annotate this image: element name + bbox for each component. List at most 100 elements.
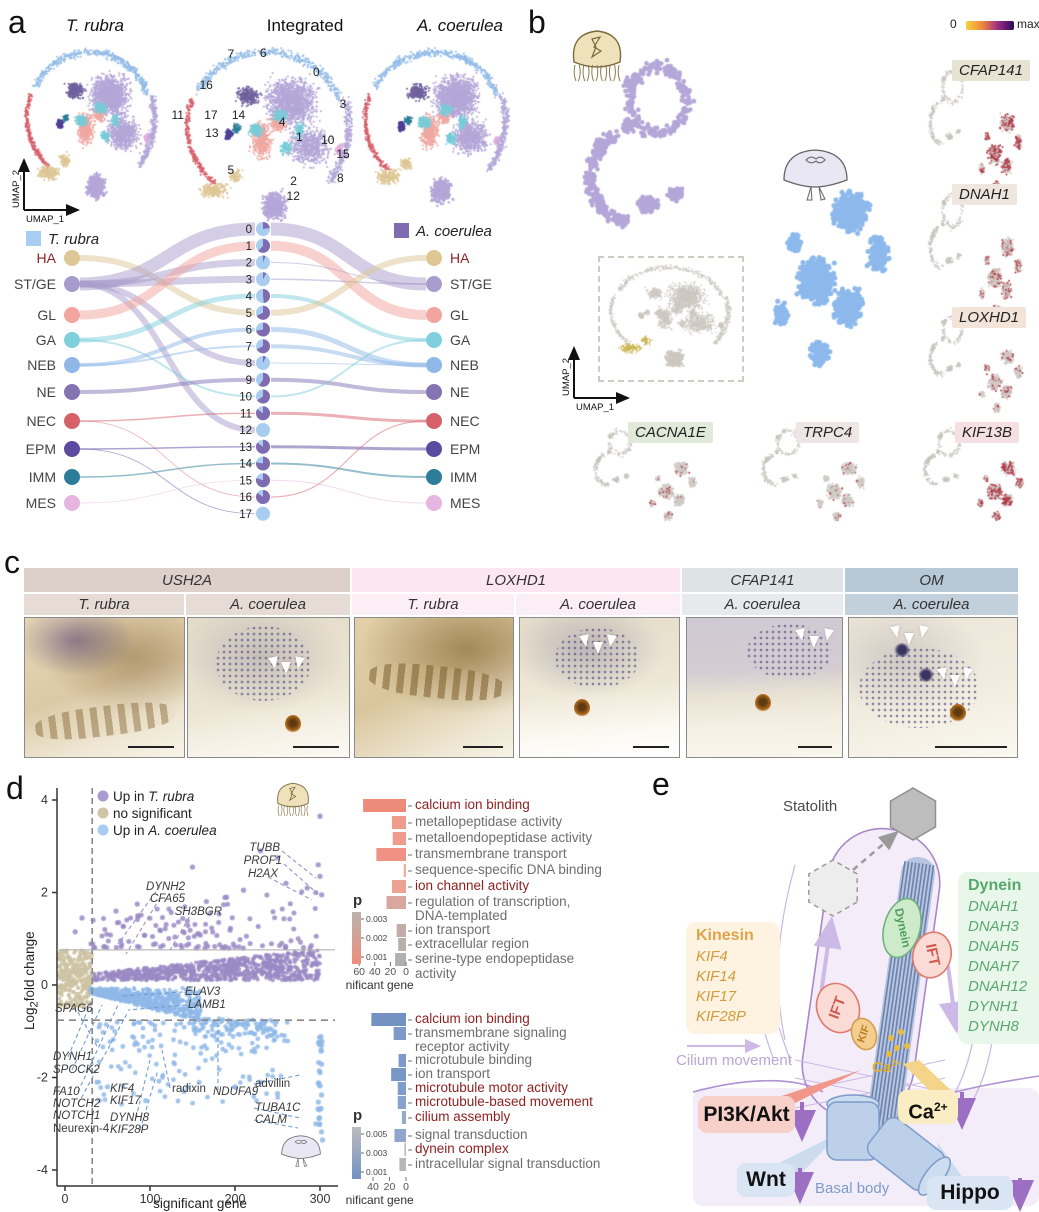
- cluster-number: 8: [336, 170, 344, 185]
- species-subheader: T. rubra: [352, 594, 514, 615]
- cluster-number: 7: [227, 47, 235, 61]
- arrowhead-icon: [267, 656, 280, 670]
- motor-label: IFT: [826, 994, 850, 1021]
- gene-annotation-up: DYNH2: [146, 881, 186, 893]
- cluster-id-label: 14: [239, 459, 252, 471]
- gene-annotation-up: TUBB: [249, 842, 280, 854]
- go-term-label: sequence-specific DNA binding: [415, 862, 602, 877]
- cluster-id-label: 11: [240, 408, 252, 420]
- cluster-id-label: 17: [239, 509, 252, 521]
- cell-type-label-left: GL: [37, 307, 56, 323]
- statolith-label: Statolith: [783, 798, 838, 815]
- stain-blob: [894, 643, 911, 658]
- arrowhead-icon: [281, 662, 292, 675]
- dynein-gene: DYNH1: [968, 998, 1019, 1015]
- cell-type-label-right: NE: [450, 384, 469, 400]
- gene-annotation-down: advillin: [255, 1078, 290, 1090]
- species-subheader: A. coerulea: [845, 594, 1018, 615]
- ca-chip: Ca2+: [898, 1090, 958, 1124]
- cell-type-label-right: HA: [450, 250, 470, 266]
- go-term-label: regulation of transcription, DNA-template…: [415, 894, 570, 923]
- arrowhead-icon: [593, 641, 604, 654]
- cell-type-label-left: IMM: [29, 469, 56, 485]
- volcano-legend-item: no significant: [113, 806, 192, 821]
- pvalue-legend-title: p: [353, 1107, 362, 1124]
- kinesin-gene: KIF28P: [696, 1008, 747, 1025]
- cluster-id-label: 4: [246, 291, 253, 303]
- kinesin-gene-list: KIF4 KIF14 KIF17 KIF28P: [696, 947, 772, 1027]
- gene-annotation-down: ELAV3: [185, 986, 221, 998]
- umap-inset-plot: [600, 258, 738, 376]
- arrowhead-icon: [949, 674, 960, 687]
- gene-annotation-down: NDUFA9: [213, 1086, 259, 1098]
- arrowhead-icon: [960, 667, 973, 681]
- svg-text:-4: -4: [37, 1163, 48, 1177]
- arrowhead-icon: [604, 633, 617, 648]
- svg-text:40: 40: [369, 966, 381, 978]
- a-coerulea-cell-cloud: [742, 168, 917, 393]
- cell-type-label-left: ST/GE: [14, 276, 56, 292]
- sankey-diagram: HA HA ST/GE ST/GE GL GL GA GA NEB NEB NE NE NEC NEC EP…: [14, 222, 492, 521]
- cluster-number: 1: [295, 129, 303, 144]
- svg-text:20: 20: [384, 1181, 396, 1193]
- go-term-label: ion channel activity: [415, 878, 529, 893]
- gene-annotation-up: PROF1: [244, 855, 282, 867]
- umap-axes: UMAP_2 UMAP_1: [11, 158, 80, 225]
- umap-plot-a-coerulea: [352, 38, 517, 218]
- cluster-number: 0: [313, 65, 320, 79]
- scale-bar: [935, 745, 1007, 748]
- gene-group-header: OM: [845, 568, 1018, 592]
- svg-text:100: 100: [140, 1192, 161, 1206]
- cell-type-label-right: ST/GE: [450, 276, 492, 292]
- cluster-id-label: 2: [246, 258, 252, 270]
- go-xaxis-label: significant gene: [345, 978, 414, 992]
- cluster-id-label: 12: [239, 425, 252, 437]
- gene-annotation-down: SPOCK2: [53, 1064, 100, 1076]
- gene-annotation-down: DYNH1: [53, 1051, 92, 1063]
- cell-type-label-right: MES: [450, 495, 480, 511]
- kinesin-gene-box: Kinesin KIF4 KIF14 KIF17 KIF28P: [686, 922, 780, 1034]
- gene-annotation-up: SH3BGR: [175, 906, 222, 918]
- cell-type-label-left: MES: [26, 495, 56, 511]
- cell-type-label-right: GL: [450, 307, 469, 323]
- arrowhead-icon: [916, 625, 930, 640]
- scale-bar: [128, 745, 174, 748]
- cluster-number: 15: [336, 147, 350, 161]
- cell-type-label-right: NEB: [450, 357, 479, 373]
- svg-text:40: 40: [367, 1181, 379, 1193]
- moon-jellyfish-glyph: [281, 1135, 321, 1167]
- go-term-label: metalloendopeptidase activity: [415, 830, 592, 845]
- svg-text:300: 300: [310, 1192, 331, 1206]
- gene-annotation-down: CALM: [255, 1114, 287, 1126]
- gene-name-chip: DNAH1: [952, 184, 1017, 205]
- panel-a-label: a: [8, 4, 26, 40]
- pvalue-legend-title: p: [353, 892, 362, 909]
- go-term-label: cilium assembly: [415, 1109, 511, 1124]
- ca-ions-label: Ca2+: [872, 1058, 902, 1076]
- arrowhead-icon: [822, 628, 835, 643]
- panel-d-label: d: [6, 770, 24, 806]
- gene-group-header: USH2A: [24, 568, 350, 592]
- cluster-id-label: 10: [239, 392, 252, 404]
- gene-name-chip: CFAP141: [952, 60, 1030, 81]
- go-term-label: calcium ion binding: [415, 797, 530, 812]
- cell-type-label-right: IMM: [450, 469, 477, 485]
- panel-e-label: e: [652, 766, 670, 802]
- dynein-gene: DNAH7: [968, 958, 1019, 975]
- umap-inset-box: [598, 256, 744, 382]
- svg-text:0: 0: [403, 1181, 409, 1193]
- go-term-label: calcium ion binding: [415, 1011, 530, 1026]
- micrograph-image: [686, 617, 843, 758]
- svg-text:0.003: 0.003: [366, 914, 388, 924]
- species-subheader: T. rubra: [24, 594, 184, 615]
- cell-type-label-left: EPM: [26, 441, 56, 457]
- box-jellyfish-icon-small: [272, 780, 314, 823]
- gene-annotation-down: KIF4: [110, 1083, 134, 1095]
- dynein-gene: DYNH8: [968, 1018, 1019, 1035]
- cluster-id-label: 9: [246, 375, 252, 387]
- cluster-id-label: 0: [246, 224, 252, 236]
- go-term-label: serine-type endopeptidase activity: [415, 951, 574, 981]
- cluster-number: 11: [171, 108, 184, 122]
- arrowhead-icon: [904, 633, 915, 646]
- kinesin-title: Kinesin: [696, 927, 754, 944]
